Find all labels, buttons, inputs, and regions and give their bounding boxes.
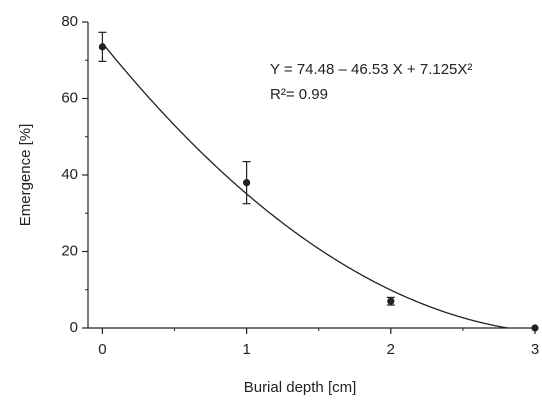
data-point — [98, 43, 107, 51]
y-tick-label: 20 — [61, 242, 78, 259]
x-tick-label: 3 — [531, 341, 539, 358]
y-tick-label: 80 — [61, 13, 78, 30]
y-tick-label: 60 — [61, 89, 78, 106]
data-point — [243, 179, 251, 187]
y-axis-title: Emergence [%] — [17, 124, 34, 227]
r-squared: R²= 0.99 — [270, 86, 328, 103]
y-tick-label: 0 — [70, 319, 78, 336]
x-tick-label: 1 — [242, 341, 250, 358]
data-point — [387, 297, 395, 305]
y-tick-label: 40 — [61, 166, 78, 183]
fit-curve — [101, 42, 512, 328]
data-point — [531, 324, 539, 332]
equation: Y = 74.48 – 46.53 X + 7.125X² — [270, 61, 472, 78]
x-tick-label: 2 — [387, 341, 395, 358]
x-tick-label: 0 — [98, 341, 106, 358]
x-axis-title: Burial depth [cm] — [244, 379, 357, 396]
